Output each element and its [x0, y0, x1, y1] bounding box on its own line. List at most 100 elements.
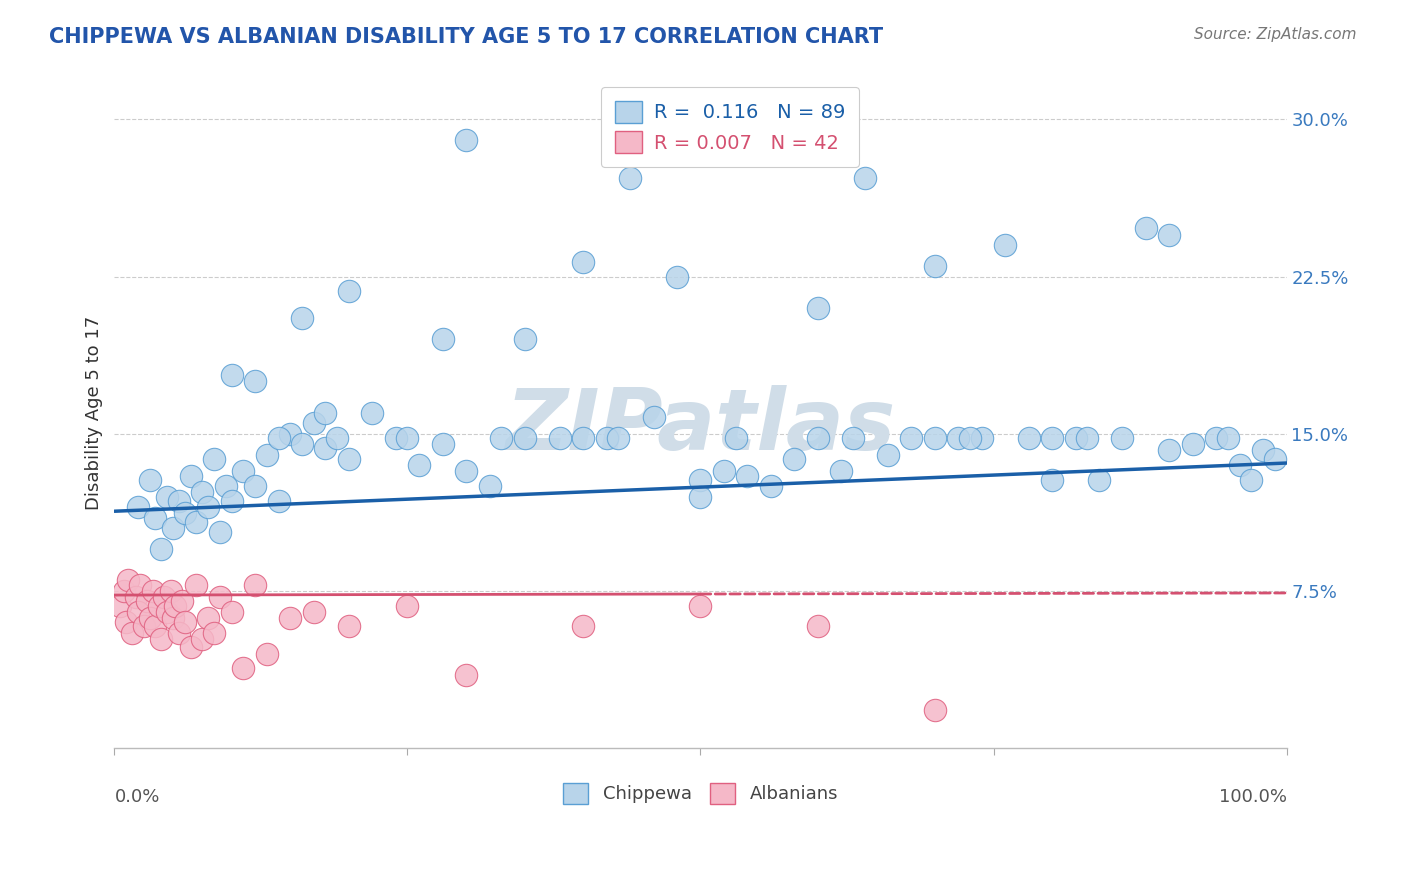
Point: [1240, 473, 1263, 487]
Point: [924, 431, 946, 445]
Legend: Chippewa, Albanians: Chippewa, Albanians: [554, 774, 846, 813]
Point: [256, 647, 278, 661]
Point: [830, 464, 852, 478]
Point: [145, 619, 167, 633]
Point: [1181, 437, 1204, 451]
Point: [127, 605, 149, 619]
Point: [115, 615, 138, 630]
Point: [121, 625, 143, 640]
Point: [191, 632, 214, 646]
Point: [337, 284, 360, 298]
Point: [186, 577, 208, 591]
Point: [1159, 227, 1181, 242]
Point: [1264, 451, 1286, 466]
Text: 100.0%: 100.0%: [1219, 789, 1286, 806]
Point: [167, 493, 190, 508]
Point: [112, 583, 135, 598]
Point: [1205, 431, 1227, 445]
Point: [278, 611, 301, 625]
Point: [202, 625, 225, 640]
Point: [221, 493, 243, 508]
Point: [162, 611, 184, 625]
Point: [173, 506, 195, 520]
Point: [167, 625, 190, 640]
Point: [278, 426, 301, 441]
Point: [302, 416, 325, 430]
Point: [807, 431, 830, 445]
Point: [1040, 473, 1063, 487]
Point: [172, 594, 194, 608]
Point: [384, 431, 406, 445]
Point: [302, 605, 325, 619]
Point: [513, 431, 536, 445]
Point: [853, 171, 876, 186]
Point: [713, 464, 735, 478]
Point: [408, 458, 430, 472]
Point: [1251, 443, 1274, 458]
Point: [1076, 431, 1098, 445]
Point: [138, 473, 160, 487]
Point: [1135, 221, 1157, 235]
Point: [314, 406, 336, 420]
Point: [877, 448, 900, 462]
Point: [513, 332, 536, 346]
Text: Source: ZipAtlas.com: Source: ZipAtlas.com: [1194, 27, 1357, 42]
Point: [180, 640, 202, 655]
Point: [138, 611, 160, 625]
Point: [186, 515, 208, 529]
Point: [136, 594, 159, 608]
Point: [478, 479, 501, 493]
Point: [737, 468, 759, 483]
Point: [361, 406, 384, 420]
Y-axis label: Disability Age 5 to 17: Disability Age 5 to 17: [86, 316, 103, 510]
Point: [924, 703, 946, 717]
Point: [959, 431, 981, 445]
Point: [197, 611, 219, 625]
Point: [165, 599, 187, 613]
Point: [900, 431, 922, 445]
Point: [221, 605, 243, 619]
Point: [1159, 443, 1181, 458]
Point: [291, 311, 314, 326]
Point: [924, 259, 946, 273]
Point: [489, 431, 512, 445]
Point: [842, 431, 865, 445]
Point: [124, 590, 146, 604]
Point: [145, 510, 167, 524]
Point: [267, 431, 290, 445]
Point: [1064, 431, 1087, 445]
Point: [1229, 458, 1251, 472]
Point: [807, 301, 830, 315]
Point: [197, 500, 219, 514]
Point: [156, 490, 179, 504]
Point: [326, 431, 349, 445]
Point: [267, 493, 290, 508]
Point: [724, 431, 747, 445]
Point: [180, 468, 202, 483]
Point: [221, 368, 243, 382]
Point: [454, 464, 477, 478]
Text: ZIPatlas: ZIPatlas: [505, 384, 896, 467]
Point: [689, 490, 711, 504]
Point: [159, 583, 181, 598]
Point: [1018, 431, 1040, 445]
Point: [173, 615, 195, 630]
Point: [607, 431, 630, 445]
Point: [314, 442, 336, 456]
Point: [243, 479, 266, 493]
Point: [152, 590, 174, 604]
Point: [132, 619, 155, 633]
Point: [191, 485, 214, 500]
Point: [142, 583, 165, 598]
Point: [243, 374, 266, 388]
Point: [1088, 473, 1111, 487]
Point: [572, 255, 595, 269]
Point: [994, 238, 1017, 252]
Point: [548, 431, 571, 445]
Point: [208, 590, 231, 604]
Point: [666, 269, 689, 284]
Point: [162, 521, 184, 535]
Point: [1111, 431, 1133, 445]
Point: [454, 133, 477, 147]
Point: [150, 632, 173, 646]
